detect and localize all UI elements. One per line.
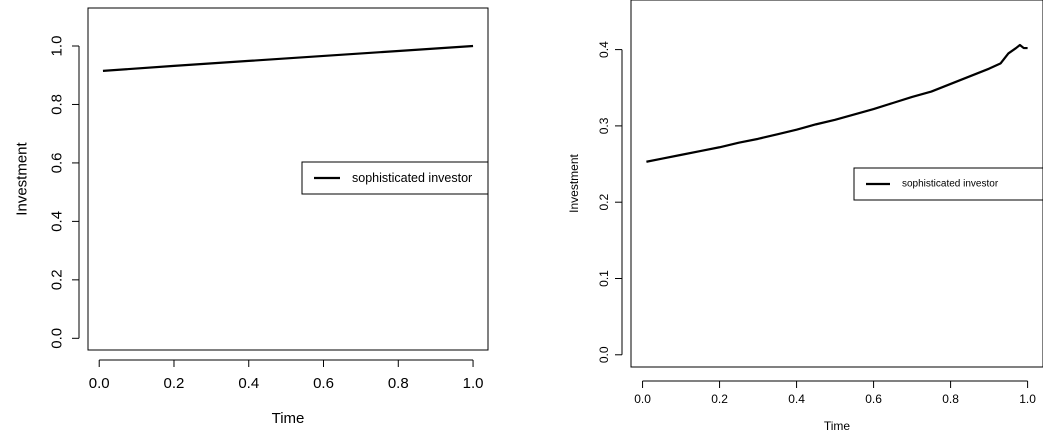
x-axis-label: Time xyxy=(272,410,305,427)
y-tick-label: 0.3 xyxy=(597,117,611,134)
y-tick-label: 0.0 xyxy=(49,328,66,349)
y-tick-label: 0.2 xyxy=(597,194,611,211)
y-tick-label: 0.0 xyxy=(597,346,611,363)
legend-label: sophisticated investor xyxy=(902,179,999,190)
y-tick-label: 0.2 xyxy=(49,269,66,290)
legend-label: sophisticated investor xyxy=(352,171,472,185)
series-line-sophisticated-investor xyxy=(102,44,474,72)
y-tick-label: 1.0 xyxy=(49,36,66,57)
x-tick-label: 0.6 xyxy=(865,392,882,406)
y-tick-label: 0.8 xyxy=(49,94,66,115)
y-tick-label: 0.6 xyxy=(49,152,66,173)
x-tick-label: 0.2 xyxy=(164,375,185,392)
x-tick-label: 0.0 xyxy=(634,392,651,406)
legend: sophisticated investor xyxy=(853,167,1043,201)
x-tick-label: 0.0 xyxy=(89,375,110,392)
y-tick-label: 0.4 xyxy=(49,211,66,232)
y-tick-label: 0.4 xyxy=(597,41,611,58)
chart-panel-2: 0.0 0.2 0.4 0.6 0.8 1.0 0.0 0.1 0.2 0.3 0.4 Time Inv… xyxy=(567,0,1043,433)
y-tick-label: 0.1 xyxy=(597,270,611,287)
x-tick-label: 0.4 xyxy=(238,375,259,392)
x-tick-label: 0.2 xyxy=(711,392,728,406)
y-axis-label: Investment xyxy=(567,153,581,212)
plot-frame xyxy=(630,0,1043,368)
x-axis-label: Time xyxy=(824,419,851,433)
chart-panel-1: 0.0 0.2 0.4 0.6 0.8 1.0 0.0 0.2 0.4 0.6 0.8 1.0 Time… xyxy=(14,7,489,427)
x-tick-label: 0.8 xyxy=(942,392,959,406)
x-tick-label: 1.0 xyxy=(463,375,484,392)
x-tick-label: 0.6 xyxy=(313,375,334,392)
series-line-sophisticated-investor xyxy=(646,43,1028,163)
x-tick-label: 0.4 xyxy=(788,392,805,406)
x-tick-label: 1.0 xyxy=(1019,392,1036,406)
legend: sophisticated investor xyxy=(301,161,489,195)
y-axis-label: Investment xyxy=(14,141,31,215)
x-tick-label: 0.8 xyxy=(388,375,409,392)
